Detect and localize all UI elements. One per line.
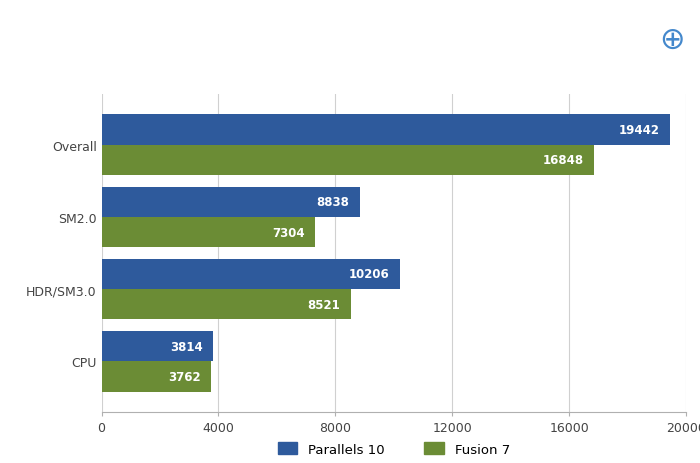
Text: 8521: 8521 — [307, 298, 340, 311]
Text: 3DMark06: 3DMark06 — [28, 58, 116, 73]
Bar — [102, 218, 315, 248]
Text: 3814: 3814 — [170, 340, 203, 353]
Text: ⊕: ⊕ — [659, 26, 685, 55]
Text: 2014 Virtualization Benchmark Showdown: 2014 Virtualization Benchmark Showdown — [28, 23, 411, 38]
Text: 7304: 7304 — [272, 226, 304, 239]
Bar — [102, 115, 670, 145]
Text: 16848: 16848 — [542, 154, 584, 167]
Bar — [102, 332, 213, 362]
Text: 8838: 8838 — [316, 196, 349, 209]
Bar — [102, 259, 400, 289]
Text: 3762: 3762 — [169, 370, 201, 383]
Bar — [102, 187, 360, 218]
Bar — [102, 362, 211, 392]
Text: 19442: 19442 — [619, 124, 659, 137]
Bar — [102, 289, 351, 320]
Bar — [102, 145, 594, 175]
Legend: Parallels 10, Fusion 7: Parallels 10, Fusion 7 — [272, 437, 515, 461]
Text: 10206: 10206 — [349, 268, 389, 281]
